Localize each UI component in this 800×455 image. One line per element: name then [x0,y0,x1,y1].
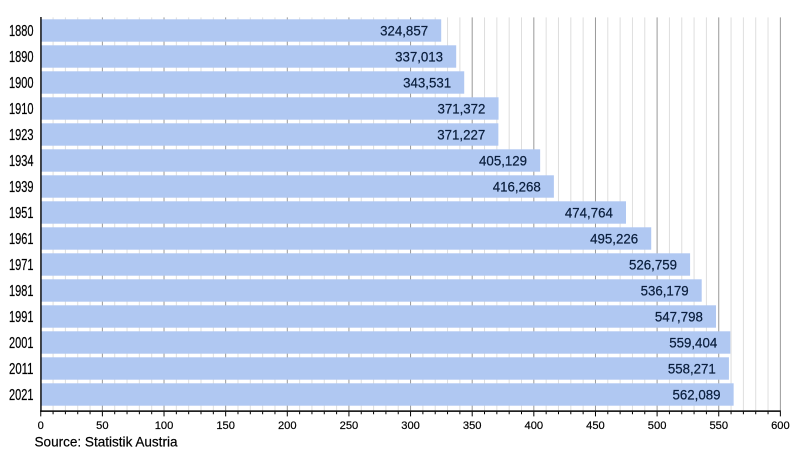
svg-text:1961: 1961 [9,231,34,248]
svg-text:474,764: 474,764 [565,205,613,221]
svg-text:547,798: 547,798 [655,309,703,325]
svg-text:1971: 1971 [9,257,34,274]
svg-text:536,179: 536,179 [641,283,689,299]
svg-text:559,404: 559,404 [669,335,717,351]
svg-text:250: 250 [340,420,359,432]
svg-text:558,271: 558,271 [668,361,716,377]
svg-text:2021: 2021 [9,387,34,404]
svg-text:343,531: 343,531 [403,75,451,91]
svg-text:1934: 1934 [9,153,34,170]
svg-text:1981: 1981 [9,283,34,300]
svg-text:1880: 1880 [9,23,34,40]
svg-text:405,129: 405,129 [479,153,527,169]
svg-text:1890: 1890 [9,49,34,66]
svg-text:Source: Statistik Austria: Source: Statistik Austria [35,433,178,449]
svg-text:1991: 1991 [9,309,34,326]
svg-text:600: 600 [771,420,790,432]
svg-text:526,759: 526,759 [629,257,677,273]
svg-text:350: 350 [463,420,482,432]
svg-text:562,089: 562,089 [673,387,721,403]
svg-text:337,013: 337,013 [395,49,443,65]
svg-text:1939: 1939 [9,179,34,196]
svg-text:550: 550 [709,420,728,432]
svg-text:371,372: 371,372 [437,101,485,117]
svg-text:1923: 1923 [9,127,34,144]
svg-text:300: 300 [401,420,420,432]
svg-text:324,857: 324,857 [380,23,428,39]
svg-text:100: 100 [155,420,174,432]
svg-text:500: 500 [648,420,667,432]
svg-text:2001: 2001 [9,335,34,352]
svg-text:200: 200 [278,420,297,432]
svg-text:495,226: 495,226 [590,231,638,247]
svg-text:1951: 1951 [9,205,34,222]
svg-text:416,268: 416,268 [493,179,541,195]
svg-text:150: 150 [216,420,235,432]
svg-text:400: 400 [525,420,544,432]
svg-text:0: 0 [38,420,44,432]
svg-text:1900: 1900 [9,75,34,92]
svg-text:1910: 1910 [9,101,34,118]
svg-text:2011: 2011 [9,361,34,378]
svg-text:50: 50 [96,420,108,432]
svg-text:450: 450 [586,420,605,432]
svg-text:371,227: 371,227 [437,127,485,143]
